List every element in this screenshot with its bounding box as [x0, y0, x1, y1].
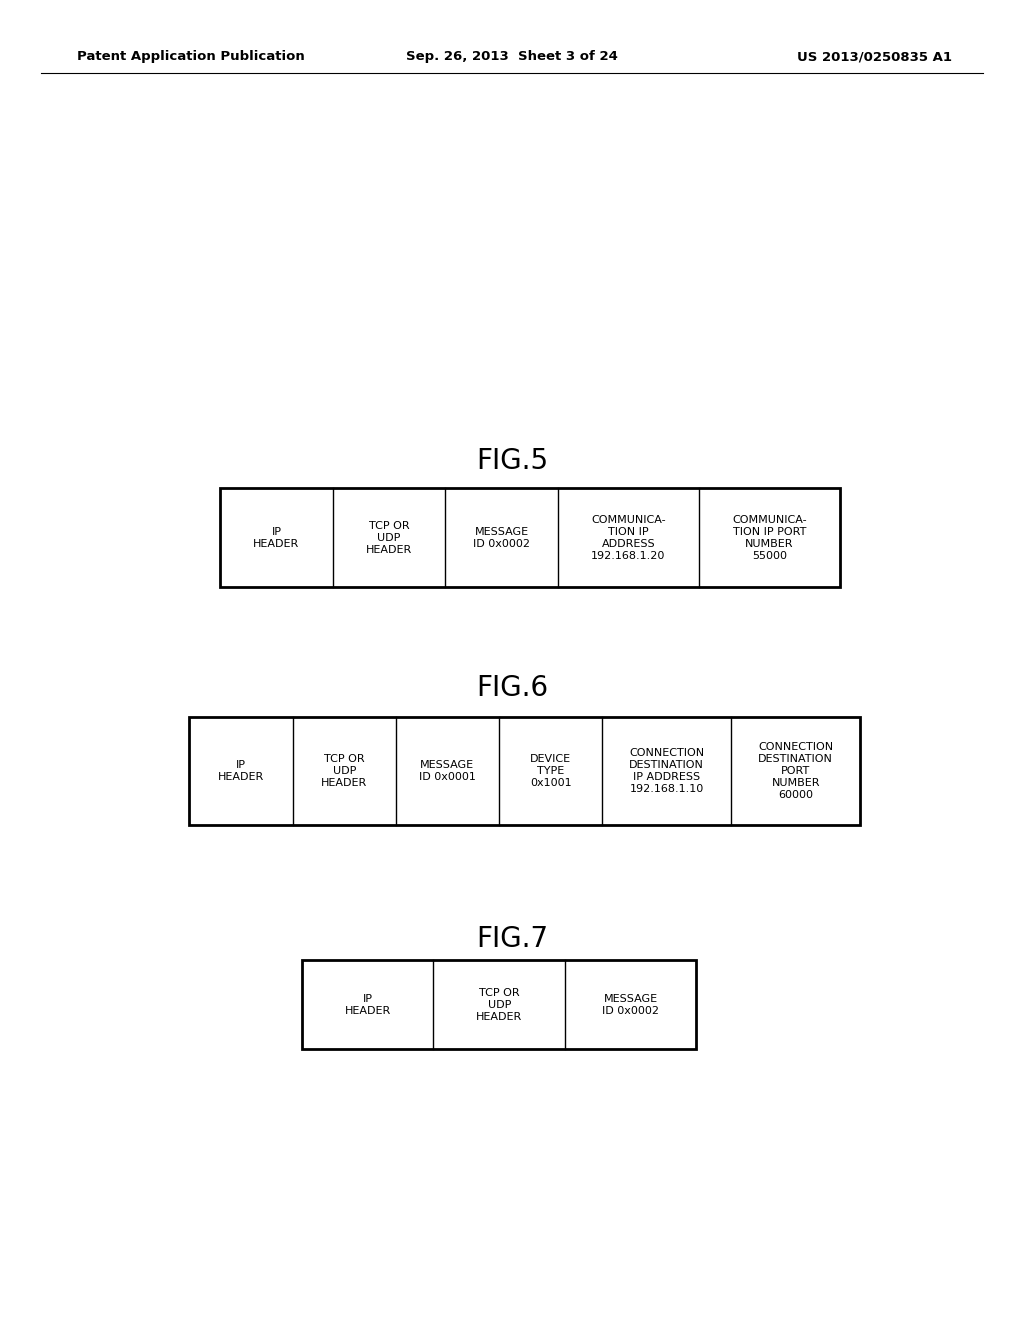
Text: MESSAGE
ID 0x0001: MESSAGE ID 0x0001 — [419, 760, 476, 781]
Bar — [189, 717, 860, 825]
Text: Sep. 26, 2013  Sheet 3 of 24: Sep. 26, 2013 Sheet 3 of 24 — [407, 50, 617, 63]
Text: TCP OR
UDP
HEADER: TCP OR UDP HEADER — [476, 987, 522, 1022]
Bar — [220, 488, 840, 587]
Text: IP
HEADER: IP HEADER — [253, 527, 300, 549]
Text: TCP OR
UDP
HEADER: TCP OR UDP HEADER — [322, 754, 368, 788]
Text: DEVICE
TYPE
0x1001: DEVICE TYPE 0x1001 — [529, 754, 571, 788]
Text: TCP OR
UDP
HEADER: TCP OR UDP HEADER — [366, 521, 413, 554]
Text: IP
HEADER: IP HEADER — [345, 994, 391, 1015]
Text: Patent Application Publication: Patent Application Publication — [77, 50, 304, 63]
Text: CONNECTION
DESTINATION
PORT
NUMBER
60000: CONNECTION DESTINATION PORT NUMBER 60000 — [758, 742, 834, 800]
Text: FIG.5: FIG.5 — [476, 447, 548, 475]
Text: MESSAGE
ID 0x0002: MESSAGE ID 0x0002 — [473, 527, 530, 549]
Text: MESSAGE
ID 0x0002: MESSAGE ID 0x0002 — [602, 994, 659, 1015]
Text: FIG.7: FIG.7 — [476, 925, 548, 953]
Text: COMMUNICA-
TION IP
ADDRESS
192.168.1.20: COMMUNICA- TION IP ADDRESS 192.168.1.20 — [591, 515, 666, 561]
Text: COMMUNICA-
TION IP PORT
NUMBER
55000: COMMUNICA- TION IP PORT NUMBER 55000 — [732, 515, 807, 561]
Text: FIG.6: FIG.6 — [476, 675, 548, 702]
Text: IP
HEADER: IP HEADER — [218, 760, 264, 781]
Text: CONNECTION
DESTINATION
IP ADDRESS
192.168.1.10: CONNECTION DESTINATION IP ADDRESS 192.16… — [629, 748, 705, 793]
Text: US 2013/0250835 A1: US 2013/0250835 A1 — [798, 50, 952, 63]
Bar — [302, 960, 696, 1049]
